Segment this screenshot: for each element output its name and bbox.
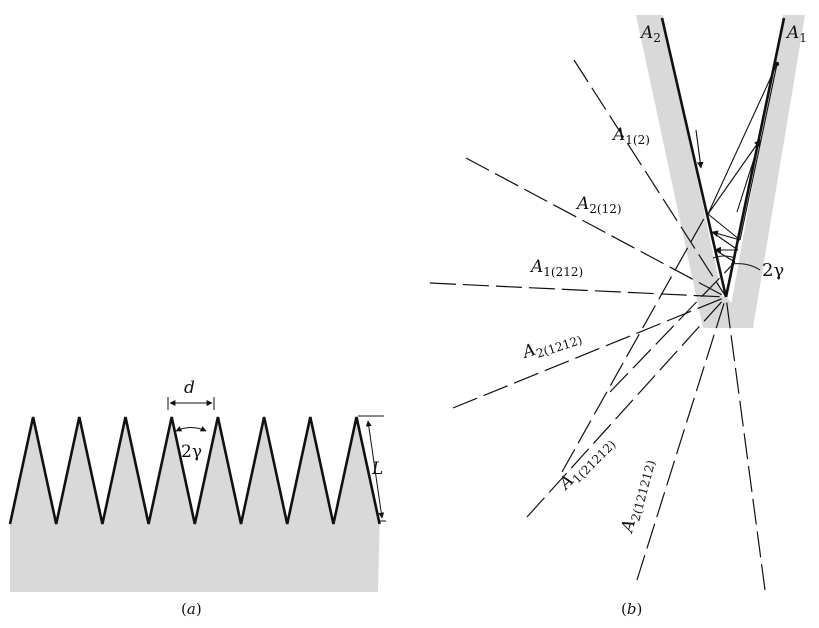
panel-b: 2γ A2 A1 A1(2) A2(12) A1(212) A2(1212) A1(21… xyxy=(429,15,807,618)
sawtooth-fill xyxy=(10,417,380,592)
angle-2gamma-b: 2γ xyxy=(712,255,784,281)
image-labels: A1(2) A2(12) A1(212) A2(1212) A1(21212)A2(12… xyxy=(518,125,658,537)
image-label-2: A2(12) xyxy=(575,194,622,216)
line-A2-121212 xyxy=(636,296,727,581)
wedge-wall-right-fill xyxy=(727,15,805,328)
label-L: L xyxy=(371,459,383,479)
line-down-right xyxy=(725,296,766,591)
image-label-1: A1(2) xyxy=(611,125,650,147)
line-cross-2 xyxy=(609,261,736,393)
angle-2gamma-a: 2γ xyxy=(175,425,207,462)
image-label-3: A1(212) xyxy=(529,257,583,279)
line-A1-212 xyxy=(429,282,727,298)
line-A1-2 xyxy=(573,59,727,298)
image-label-5: A1(21212) xyxy=(554,432,619,497)
image-lines xyxy=(429,59,766,591)
dimension-d: d xyxy=(167,378,215,410)
image-label-4: A2(1212) xyxy=(518,325,584,365)
dimension-L: L xyxy=(358,415,386,522)
line-A1-21212 xyxy=(526,296,727,518)
line-A2-12 xyxy=(465,157,727,298)
caption-b: (b) xyxy=(621,600,642,618)
label-angle-b: 2γ xyxy=(762,260,784,281)
line-cross-1 xyxy=(561,214,707,473)
image-label-6: A2(121212) xyxy=(617,457,658,537)
label-angle-a: 2γ xyxy=(181,442,202,462)
panel-a: d 2γ L (a) xyxy=(8,378,386,618)
label-d: d xyxy=(184,378,195,398)
wedge-wall-left-fill xyxy=(636,15,722,328)
line-A2-1212 xyxy=(452,296,727,409)
label-wall-A2: A2 xyxy=(639,23,661,45)
sawtooth-profile xyxy=(8,416,381,525)
label-wall-A1: A1 xyxy=(785,23,807,45)
caption-a: (a) xyxy=(181,600,202,618)
